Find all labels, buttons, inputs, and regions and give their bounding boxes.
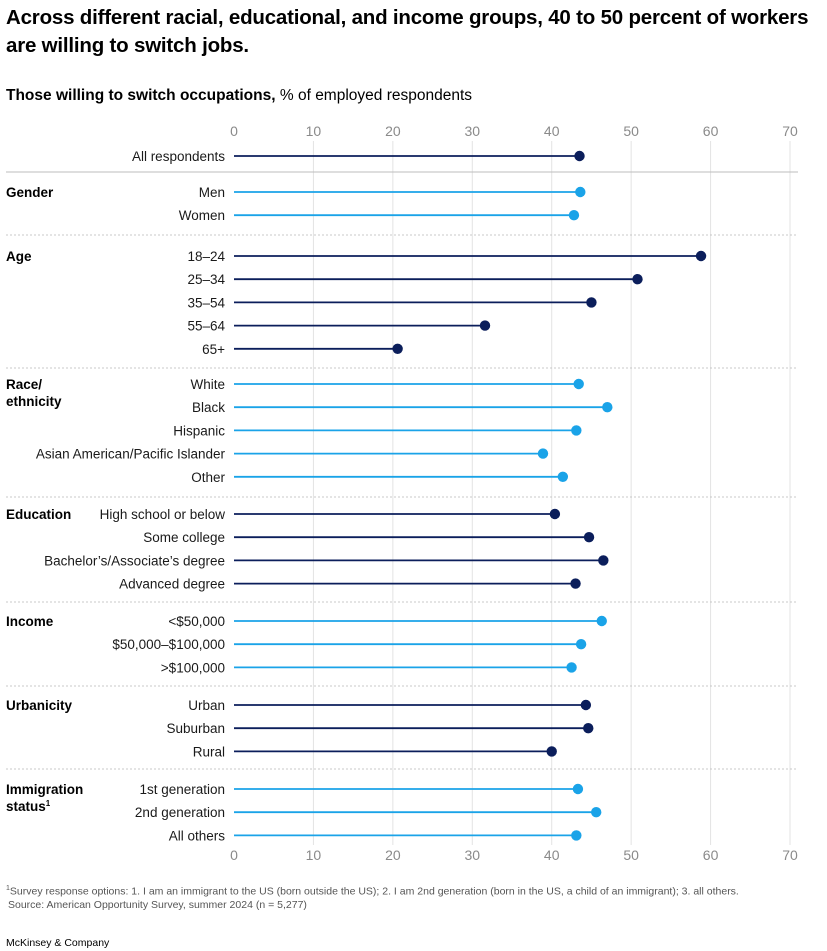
x-tick-label-bottom-10: 10 [306, 847, 322, 863]
x-tick-label-bottom-30: 30 [464, 847, 480, 863]
x-tick-label-top-10: 10 [306, 123, 322, 139]
lollipop-dot-income-50-000 [596, 615, 607, 627]
chart-title: Across different racial, educational, an… [6, 6, 809, 57]
row-label-age-35-54: 35–54 [187, 295, 225, 310]
row-label-education-advanced-degree: Advanced degree [119, 577, 225, 592]
footnotes: 1Survey response options: 1. I am an imm… [6, 882, 739, 912]
lollipop-dot-urbanicity-rural [546, 746, 557, 757]
row-label-age-65: 65+ [202, 342, 225, 357]
x-tick-label-top-20: 20 [385, 123, 401, 139]
row-label-race-ethnicity-black: Black [192, 400, 225, 415]
row-label-immigration-status-2nd-generation: 2nd generation [135, 805, 225, 820]
group-label-race-ethnicity: Race/ethnicity [6, 377, 62, 409]
row-label-race-ethnicity-asian-american-pacific-islander: Asian American/Pacific Islander [36, 447, 226, 462]
lollipop-dot-race-ethnicity-black [602, 402, 613, 413]
row-label-gender-women: Women [179, 208, 225, 223]
lollipop-dot-race-ethnicity-hispanic [571, 425, 582, 436]
lollipop-dot-race-ethnicity-other [557, 471, 569, 482]
lollipop-dot-education-some-college [583, 532, 595, 543]
chart-subtitle: Those willing to switch occupations, % o… [6, 86, 472, 106]
row-label-education-some-college: Some college [143, 530, 225, 545]
row-label-race-ethnicity-hispanic: Hispanic [173, 423, 225, 438]
lollipop-dot-income-50-000-100-000 [575, 639, 587, 650]
row-label-age-25-34: 25–34 [187, 272, 225, 287]
row-label-race-ethnicity-other: Other [191, 470, 225, 485]
lollipop-dot-age-55-64 [479, 320, 491, 331]
lollipop-dot-race-ethnicity-asian-american-pacific-islander [537, 448, 549, 459]
x-tick-label-top-30: 30 [464, 123, 480, 139]
row-label-immigration-status-all-others: All others [169, 828, 226, 843]
group-label-income: Income [6, 614, 54, 629]
x-tick-label-top-60: 60 [703, 123, 719, 139]
x-tick-label-bottom-50: 50 [623, 847, 639, 863]
lollipop-dot-immigration-status-1st-generation [572, 783, 584, 795]
footnote-text: Survey response options: 1. I am an immi… [9, 885, 739, 898]
x-tick-label-top-50: 50 [623, 123, 639, 139]
lollipop-dot-urbanicity-urban [580, 699, 592, 711]
footnote-marker: 1 [6, 885, 10, 892]
row-label-gender-men: Men [199, 185, 225, 200]
group-label-gender: Gender [6, 185, 54, 200]
lollipop-dot-age-65 [392, 343, 403, 354]
row-label-age-55-64: 55–64 [187, 319, 225, 334]
row-label-income-50-000: <$50,000 [168, 614, 225, 629]
x-tick-label-bottom-40: 40 [544, 847, 560, 863]
row-label-income-50-000-100-000: $50,000–$100,000 [112, 637, 225, 652]
footnote-1: 1Survey response options: 1. I am an imm… [6, 882, 739, 899]
lollipop-dot-education-high-school-or-below [549, 508, 561, 520]
row-label-race-ethnicity-white: White [190, 377, 225, 392]
lollipop-dot-immigration-status-all-others [571, 830, 582, 841]
lollipop-dot-income-100-000 [566, 662, 577, 673]
lollipop-dot-race-ethnicity-white [573, 378, 584, 390]
lollipop-chart: 0 0 10 10 20 20 30 30 40 40 50 50 60 60 70 70 All respon… [6, 123, 798, 863]
group-label-urbanicity: Urbanicity [6, 698, 73, 713]
row-label-all-respondents: All respondents [132, 149, 225, 164]
lollipop-dot-urbanicity-suburban [583, 723, 594, 734]
row-label-education-high-school-or-below: High school or below [100, 507, 226, 522]
x-tick-label-bottom-60: 60 [703, 847, 719, 863]
source-note: Source: American Opportunity Survey, sum… [8, 898, 307, 911]
lollipop-dot-age-35-54 [586, 297, 597, 308]
lollipop-dot-age-25-34 [632, 274, 643, 285]
lollipop-dot-education-bachelor-s-associate-s-degree [598, 555, 609, 566]
row-label-immigration-status-1st-generation: 1st generation [139, 782, 225, 797]
x-tick-label-top-40: 40 [544, 123, 560, 139]
x-tick-label-top-70: 70 [782, 123, 798, 139]
row-label-education-bachelor-s-associate-s-degree: Bachelor’s/Associate’s degree [44, 553, 225, 568]
x-tick-label-bottom-20: 20 [385, 847, 401, 863]
x-tick-label-top-0: 0 [230, 123, 238, 139]
x-tick-label-bottom-70: 70 [782, 847, 798, 863]
group-label-education: Education [6, 507, 71, 522]
x-tick-label-bottom-0: 0 [230, 847, 238, 863]
group-label-immigration-status: Immigration status1 [6, 782, 83, 814]
lollipop-dot-gender-men [575, 186, 586, 198]
brand-logo-text: McKinsey & Company [6, 937, 110, 949]
lollipop-dot-education-advanced-degree [570, 578, 581, 589]
lollipop-dot-gender-women [568, 210, 580, 221]
row-label-urbanicity-rural: Rural [193, 744, 225, 759]
subtitle-unit: % of employed respondents [275, 87, 473, 104]
row-label-age-18-24: 18–24 [187, 249, 225, 264]
lollipop-dot-all-respondents [574, 150, 585, 162]
group-label-age: Age [6, 249, 32, 264]
row-label-income-100-000: >$100,000 [161, 660, 225, 675]
lollipop-dot-age-18-24 [695, 250, 707, 262]
lollipop-dot-immigration-status-2nd-generation [590, 807, 602, 818]
row-label-urbanicity-suburban: Suburban [166, 721, 225, 736]
subtitle-bold: Those willing to switch occupations, [6, 87, 276, 104]
row-label-urbanicity-urban: Urban [188, 698, 225, 713]
